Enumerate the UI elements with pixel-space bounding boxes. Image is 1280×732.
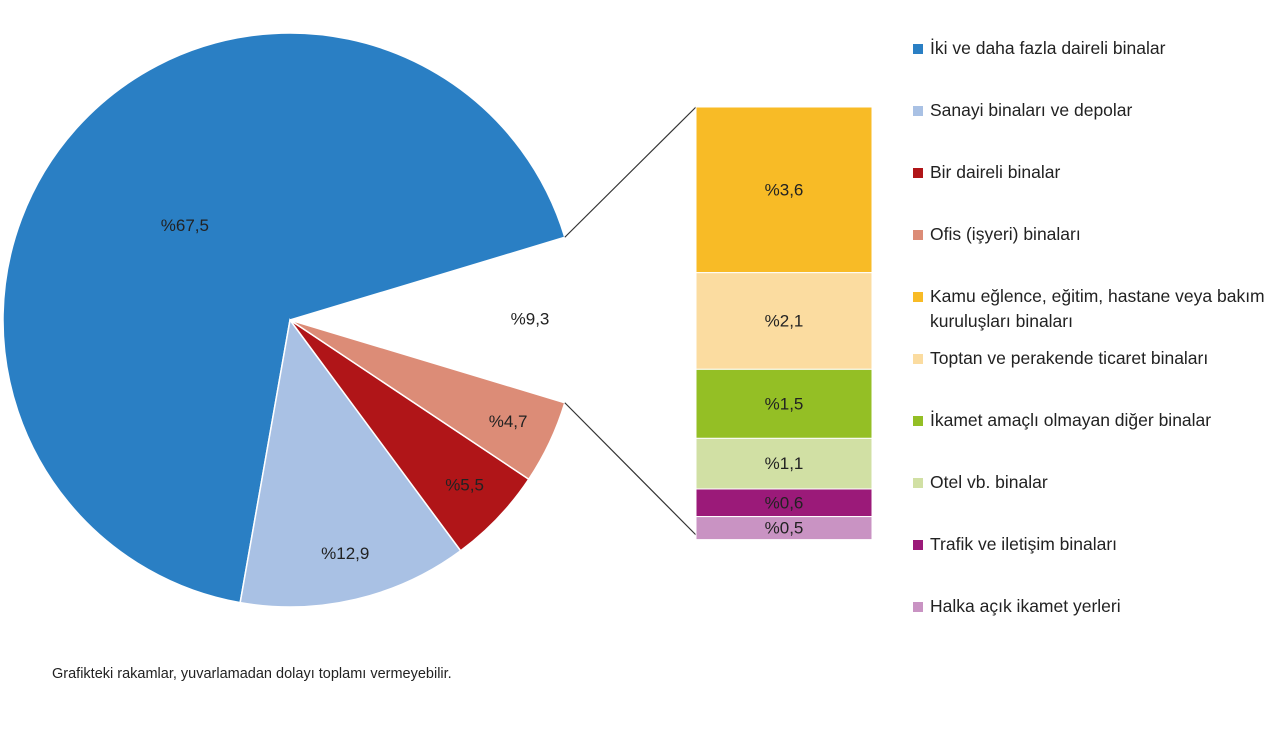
bar-label: %1,5 [765,394,804,413]
connector [564,106,697,238]
legend-label: Ofis (işyeri) binaları [930,224,1081,244]
bar-segment [695,106,873,274]
bar-segment [695,488,873,518]
legend-swatch [913,230,923,240]
legend-label: Kamu eğlence, eğitim, hastane veya bakım… [930,286,1265,331]
legend-swatch [913,478,923,488]
legend-item: Halka açık ikamet yerleri [913,594,1275,619]
legend-item: Bir daireli binalar [913,160,1275,185]
legend-item: İkamet amaçlı olmayan diğer binalar [913,408,1275,433]
bar-label: %3,6 [765,180,804,199]
legend-label: İkamet amaçlı olmayan diğer binalar [930,410,1212,430]
legend-swatch [913,354,923,364]
bar-segment [695,437,873,490]
legend-label: İki ve daha fazla daireli binalar [930,38,1166,58]
bar-segment [695,516,873,541]
legend-swatch [913,416,923,426]
slice-label: %5,5 [445,476,484,495]
legend-label: Sanayi binaları ve depolar [930,100,1133,120]
bar-segment [695,368,873,439]
legend-swatch [913,292,923,302]
legend-label: Toptan ve perakende ticaret binaları [930,348,1209,368]
slice-label: %9,3 [511,309,550,328]
bar-label: %0,5 [765,519,804,538]
slice-label: %12,9 [321,544,369,563]
bar-label: %0,6 [765,493,804,512]
legend-swatch [913,168,923,178]
bar-segment [695,272,873,370]
pie-slice [239,318,462,608]
legend-item: Sanayi binaları ve depolar [913,98,1275,123]
slice-label: %4,7 [489,412,528,431]
connector [564,402,697,536]
legend-swatch [913,44,923,54]
legend-label: Trafik ve iletişim binaları [930,534,1118,554]
pie-slice [2,32,566,604]
legend-item: Ofis (işyeri) binaları [913,222,1275,247]
footnote: Grafikteki rakamlar, yuvarlamadan dolayı… [52,666,452,682]
legend-swatch [913,602,923,612]
slice-label: %67,5 [161,216,209,235]
legend-label: Halka açık ikamet yerleri [930,596,1121,616]
legend-item: Otel vb. binalar [913,470,1275,495]
legend-swatch [913,106,923,116]
legend-label: Bir daireli binalar [930,162,1061,182]
legend-item: Trafik ve iletişim binaları [913,532,1275,557]
legend-label: Otel vb. binalar [930,472,1048,492]
legend-swatch [913,540,923,550]
bar-label: %1,1 [765,454,804,473]
legend-item: İki ve daha fazla daireli binalar [913,36,1275,61]
legend-item: Kamu eğlence, eğitim, hastane veya bakım… [913,284,1275,334]
legend-item: Toptan ve perakende ticaret binaları [913,346,1275,371]
bar-label: %2,1 [765,311,804,330]
